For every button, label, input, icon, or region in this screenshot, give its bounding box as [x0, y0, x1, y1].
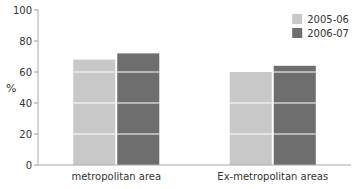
y-axis-label: %	[6, 82, 16, 95]
bar-segment-line	[117, 133, 159, 134]
bar	[274, 66, 316, 165]
y-axis-line	[38, 10, 39, 165]
y-tick	[34, 41, 38, 42]
x-axis-line	[38, 165, 351, 166]
chart: 0 20 40 60 80 100% metropolitan area Ex-metropo…	[0, 0, 359, 189]
bar-segment-line	[117, 71, 159, 72]
x-tick-label: Ex-metropolitan areas	[217, 171, 328, 182]
x-tick-label: metropolitan area	[71, 171, 161, 182]
bar-segment-line	[230, 133, 272, 134]
bar-segment-line	[230, 102, 272, 103]
legend-swatch	[292, 14, 302, 24]
bar	[230, 72, 272, 165]
bar	[117, 53, 159, 165]
y-tick	[34, 103, 38, 104]
bar	[73, 60, 115, 165]
bars	[73, 53, 316, 165]
bar-segment-line	[73, 71, 115, 72]
y-tick	[34, 134, 38, 135]
y-tick-label: 20	[19, 129, 32, 140]
y-tick-label: 100	[13, 5, 32, 16]
legend-swatch	[292, 28, 302, 38]
bar-segment-line	[73, 133, 115, 134]
y-tick	[34, 72, 38, 73]
y-tick-label: 40	[19, 98, 32, 109]
legend-label: 2006-07	[307, 28, 349, 39]
legend: 2005-06 2006-07	[292, 14, 349, 39]
y-tick	[34, 165, 38, 166]
y-tick-label: 0	[26, 160, 32, 171]
y-tick	[34, 10, 38, 11]
bar-segment-line	[73, 102, 115, 103]
bar-segment-line	[274, 133, 316, 134]
bar-segment-line	[274, 102, 316, 103]
bar-segment-line	[274, 71, 316, 72]
bar-segment-line	[117, 102, 159, 103]
chart-container: 0 20 40 60 80 100% metropolitan area Ex-metropo…	[0, 0, 359, 189]
y-tick-label: 60	[19, 67, 32, 78]
legend-label: 2005-06	[307, 14, 349, 25]
y-tick-label: 80	[19, 36, 32, 47]
